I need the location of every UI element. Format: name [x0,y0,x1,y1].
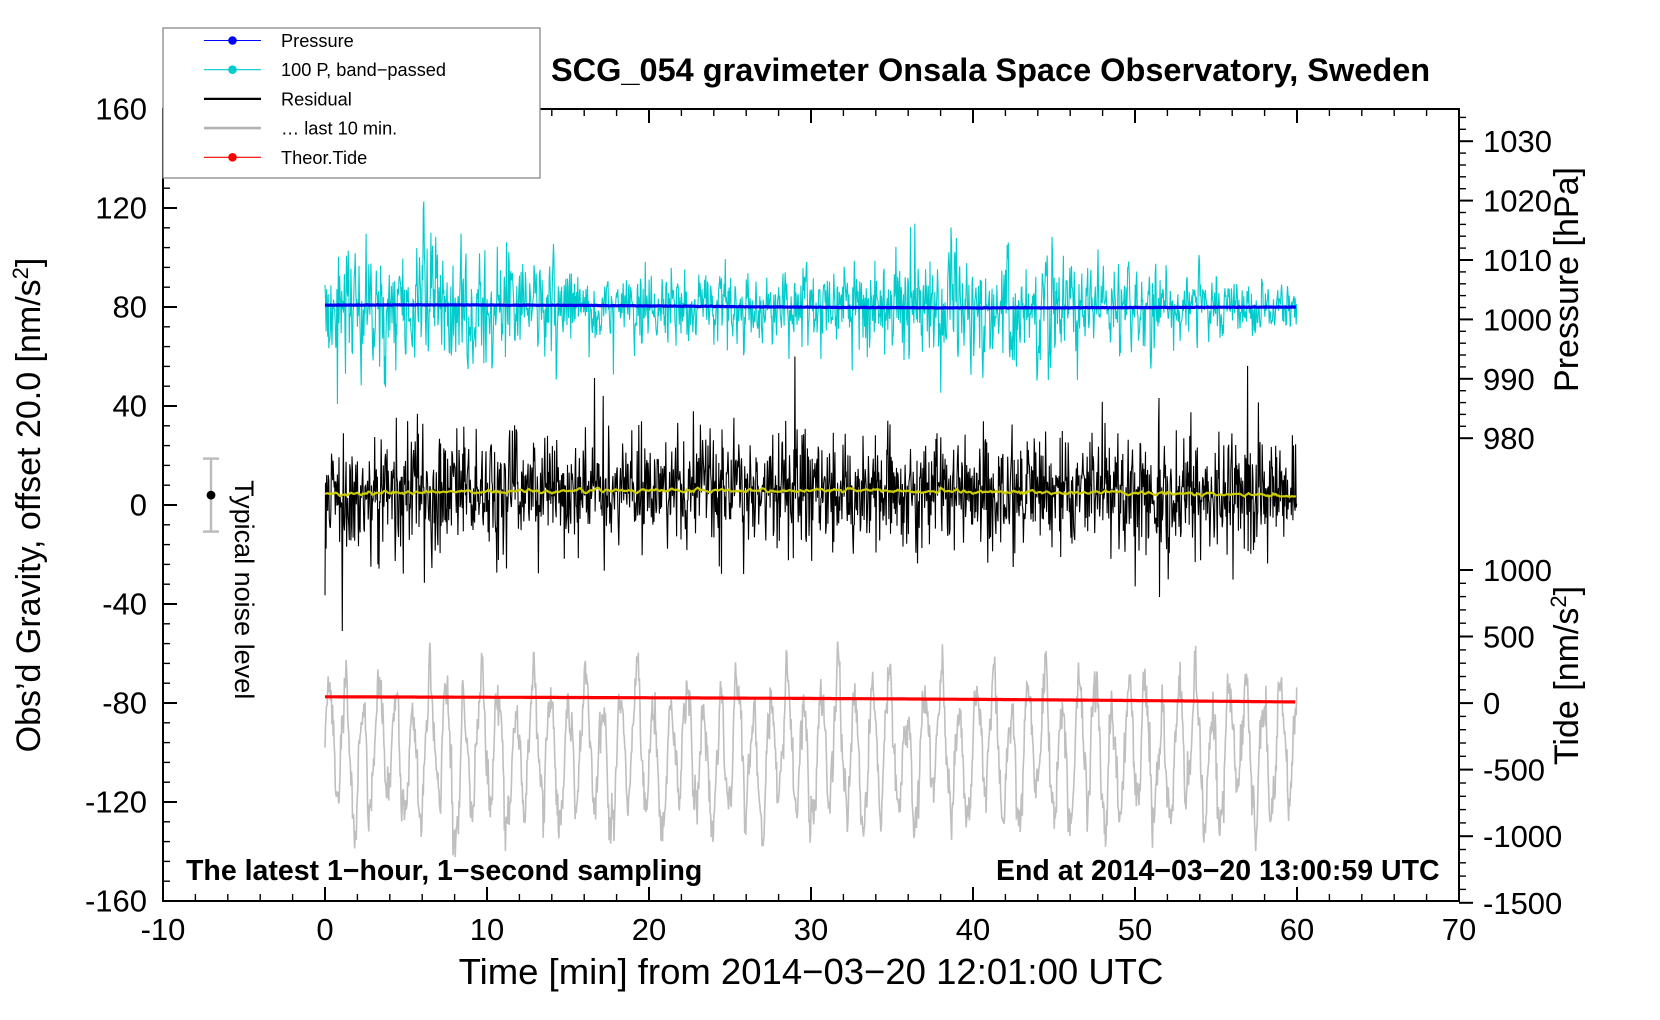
svg-text:Residual: Residual [281,89,352,109]
svg-text:980: 980 [1483,421,1535,456]
svg-text:SCG_054 gravimeter Onsala Spac: SCG_054 gravimeter Onsala Space Observat… [551,52,1430,88]
svg-text:50: 50 [1118,912,1152,947]
svg-text:-160: -160 [85,884,147,919]
svg-text:20: 20 [632,912,666,947]
svg-text:160: 160 [95,92,147,127]
svg-text:1030: 1030 [1483,124,1552,159]
svg-text:Obs’d Gravity, offset 20.0 [nm: Obs’d Gravity, offset 20.0 [nm/s2] [8,258,49,753]
svg-text:1000: 1000 [1483,553,1552,588]
svg-text:-120: -120 [85,785,147,820]
svg-text:Theor.Tide: Theor.Tide [281,148,367,168]
svg-text:60: 60 [1280,912,1314,947]
svg-text:1000: 1000 [1483,302,1552,337]
svg-text:Pressure [hPa]: Pressure [hPa] [1548,167,1586,392]
svg-text:-40: -40 [102,587,147,622]
svg-text:-1500: -1500 [1483,886,1562,921]
svg-text:40: 40 [956,912,990,947]
svg-text:80: 80 [113,290,147,325]
svg-text:Time [min] from 2014−03−20 12:: Time [min] from 2014−03−20 12:01:00 UTC [459,951,1164,992]
svg-text:-500: -500 [1483,753,1545,788]
svg-text:0: 0 [1483,686,1500,721]
svg-text:-80: -80 [102,686,147,721]
svg-text:100 P, band−passed: 100 P, band−passed [281,60,446,80]
svg-text:0: 0 [316,912,333,947]
svg-text:… last 10 min.: … last 10 min. [281,119,397,139]
svg-text:120: 120 [95,191,147,226]
svg-text:30: 30 [794,912,828,947]
svg-text:70: 70 [1442,912,1476,947]
svg-text:1010: 1010 [1483,243,1552,278]
svg-text:The latest 1−hour, 1−second sa: The latest 1−hour, 1−second sampling [186,855,702,887]
svg-text:0: 0 [130,488,147,523]
svg-text:Tide [nm/s2]: Tide [nm/s2] [1546,586,1587,765]
svg-text:Pressure: Pressure [281,31,354,51]
svg-text:Typical noise level: Typical noise level [229,480,259,699]
svg-text:10: 10 [470,912,504,947]
svg-text:-1000: -1000 [1483,819,1562,854]
svg-text:1020: 1020 [1483,184,1552,219]
svg-text:End at 2014−03−20 13:00:59 UTC: End at 2014−03−20 13:00:59 UTC [996,855,1440,887]
svg-text:500: 500 [1483,620,1535,655]
svg-text:990: 990 [1483,362,1535,397]
svg-text:-10: -10 [141,912,186,947]
svg-text:40: 40 [113,389,147,424]
